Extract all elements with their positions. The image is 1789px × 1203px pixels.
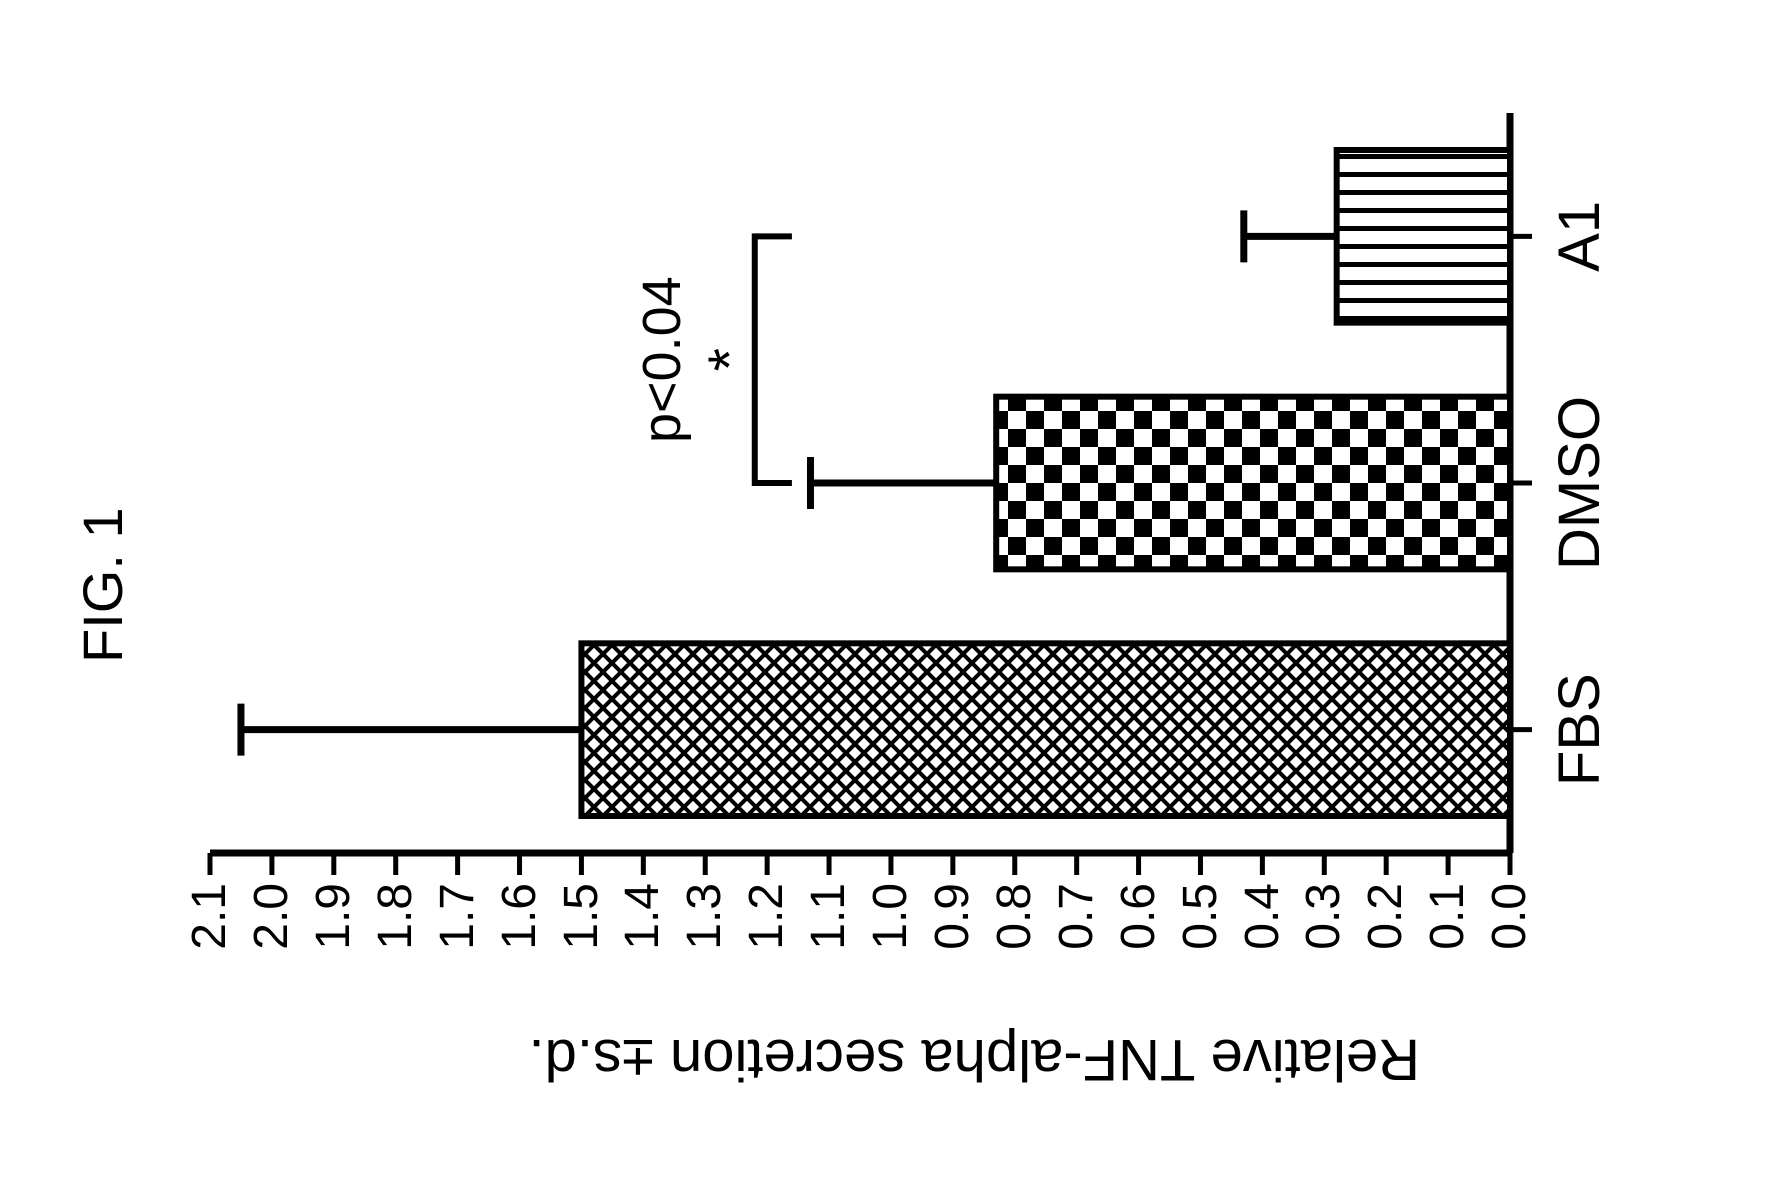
stage: FIG. 1 Relative TNF-alpha secretion ±s.d… [0, 0, 1789, 1203]
x-label-a1: A1 [1546, 116, 1613, 356]
y-tick-label: 2.1 [182, 883, 237, 993]
x-label-fbs: FBS [1546, 610, 1613, 850]
y-tick-label: 1.9 [306, 883, 361, 993]
y-tick-label: 1.6 [492, 883, 547, 993]
y-tick-label: 1.3 [677, 883, 732, 993]
significance-star: * [695, 330, 764, 390]
y-tick-label: 0.1 [1420, 883, 1475, 993]
bar-fbs [581, 643, 1510, 816]
y-tick-label: 1.5 [554, 883, 609, 993]
y-tick-label: 1.0 [863, 883, 918, 993]
significance-label: p<0.04 [631, 240, 693, 480]
y-tick-label: 0.9 [925, 883, 980, 993]
y-tick-label: 0.6 [1111, 883, 1166, 993]
y-tick-label: 0.7 [1049, 883, 1104, 993]
y-tick-label: 1.7 [430, 883, 485, 993]
x-label-dmso: DMSO [1546, 363, 1613, 603]
bar-a1 [1337, 150, 1510, 323]
y-tick-label: 2.0 [244, 883, 299, 993]
y-tick-label: 1.1 [801, 883, 856, 993]
rotated-canvas: FIG. 1 Relative TNF-alpha secretion ±s.d… [0, 0, 1789, 1203]
y-tick-label: 0.0 [1482, 883, 1537, 993]
y-tick-label: 0.2 [1358, 883, 1413, 993]
y-tick-label: 1.4 [615, 883, 670, 993]
y-tick-label: 0.8 [987, 883, 1042, 993]
bar-dmso [996, 397, 1510, 570]
y-tick-label: 0.3 [1296, 883, 1351, 993]
y-tick-label: 0.5 [1173, 883, 1228, 993]
y-tick-label: 1.2 [739, 883, 794, 993]
bar-chart [0, 0, 1789, 1203]
y-tick-label: 0.4 [1235, 883, 1290, 993]
y-tick-label: 1.8 [368, 883, 423, 993]
